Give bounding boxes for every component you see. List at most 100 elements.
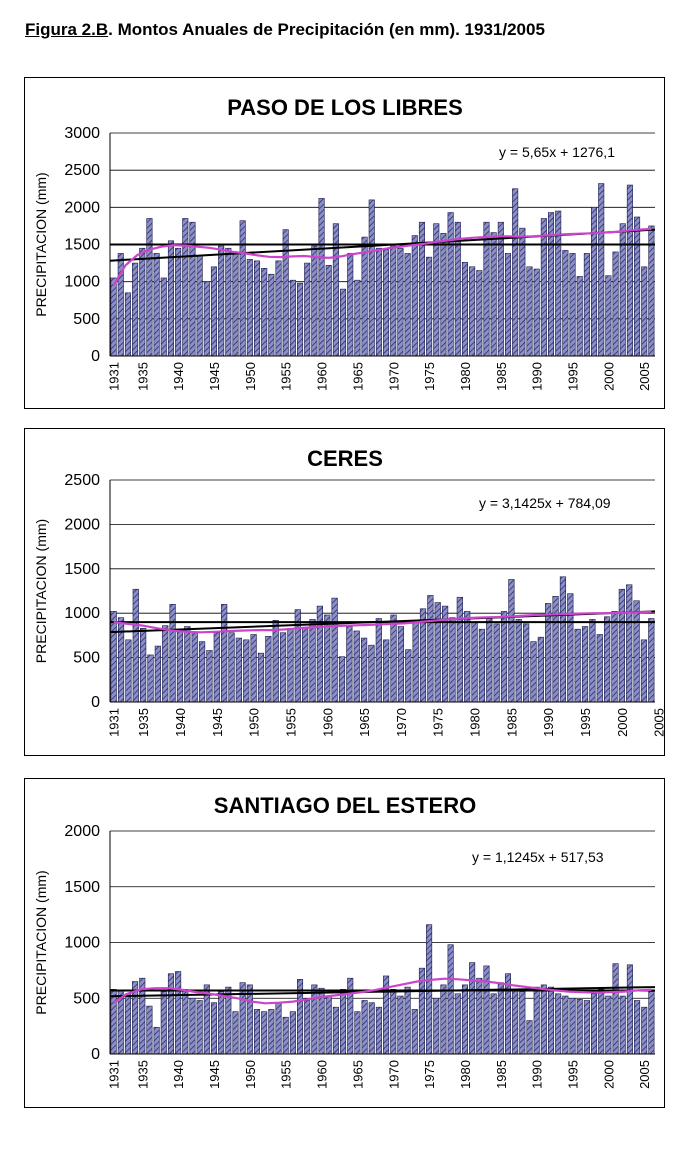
x-tick-label: 1960 [320,708,335,737]
y-tick-label: 2000 [64,516,100,533]
bar-1943 [196,1000,203,1055]
moving-average-line [112,227,652,286]
x-tick-label: 2005 [637,362,652,391]
x-tick-label: 1955 [283,708,298,737]
x-tick-label: 1931 [107,708,122,737]
x-tick-label: 1950 [243,362,258,391]
x-tick-label: 1955 [279,362,294,391]
bar-1940 [176,628,184,703]
chart-panel-paso-de-los-libres: PASO DE LOS LIBRES 0 500 1000 1500 2000 2500 30… [24,77,665,409]
bar-1966 [368,644,375,703]
bar-1935 [140,627,147,703]
y-tick-label: 1500 [64,561,100,578]
x-tick-label: 1990 [530,1060,545,1089]
bar-1938 [160,277,167,357]
x-tick-label: 2000 [615,708,630,737]
bar-1974 [427,595,434,703]
bar-1932 [117,617,125,703]
bar-1969 [383,249,390,357]
bar-1967 [368,1002,375,1055]
chart-santiago-del-estero: SANTIAGO DEL ESTERO 0 500 1000 1500 2000 PRECI… [33,793,656,1089]
x-tick-label: 1945 [210,708,225,737]
bar-1971 [397,247,404,357]
bar-1981 [478,628,486,703]
moving-average-line [113,610,652,634]
bar-1981 [469,266,476,357]
bar-1958 [309,619,316,703]
x-tick-label: 1955 [279,1060,294,1089]
bar-1933 [124,993,131,1055]
bar-1979 [464,611,471,703]
bar-1942 [189,997,196,1055]
bar-1997 [583,1000,590,1055]
bar-1963 [340,989,347,1055]
bar-1958 [304,262,311,357]
x-tick-label: 1965 [350,1060,365,1089]
bar-1968 [383,639,390,703]
bar-1979 [454,993,461,1055]
bar-1989 [526,266,533,357]
bar-1937 [153,253,160,357]
bar-1963 [346,626,353,703]
x-tick-label: 1990 [541,708,556,737]
bar-1945 [213,632,220,703]
x-tick-label: 1931 [107,362,122,391]
bar-1983 [483,965,490,1055]
chart-title: CERES [307,446,383,471]
moving-average-line [113,977,652,1005]
bar-1968 [375,247,382,357]
chart-ceres: CERES 0 500 1000 1500 2000 2500 PRECIPITACION (… [33,446,666,737]
bar-2002 [633,600,640,703]
bar-1964 [353,630,360,703]
y-axis-label: PRECIPITACION (mm) [33,519,49,663]
bar-1952 [261,1011,268,1055]
x-tick-label: 1945 [207,1060,222,1089]
x-tick-label: 2000 [601,1060,616,1089]
bar-1977 [449,617,456,703]
bar-1966 [361,236,368,357]
bar-1936 [146,1005,153,1055]
bar-1959 [311,245,318,357]
bar-1995 [581,626,589,703]
bar-1996 [589,619,596,703]
chart-paso-de-los-libres: PASO DE LOS LIBRES 0 500 1000 1500 2000 2500 30… [33,95,656,391]
bar-2003 [640,639,648,703]
bar-1975 [434,602,441,703]
bar-1946 [221,604,228,703]
bar-1946 [218,245,225,357]
chart-panel-ceres: CERES 0 500 1000 1500 2000 2500 PRECIPITACION (… [24,428,666,756]
bar-1978 [447,944,454,1055]
bar-1994 [562,995,569,1055]
y-tick-label: 1000 [64,274,100,291]
bar-1970 [390,989,397,1055]
bar-1958 [304,1000,311,1055]
bar-1963 [340,288,347,357]
bar-1956 [289,1011,296,1055]
bar-1975 [426,924,433,1055]
bar-1954 [275,260,282,357]
x-tick-label: 1985 [494,362,509,391]
bar-1973 [411,235,418,357]
bar-1981 [469,962,476,1055]
bar-1996 [576,276,583,357]
bar-1957 [297,282,304,357]
x-tick-label: 1935 [135,362,150,391]
x-tick-label: 1985 [504,708,519,737]
bar-1945 [210,1002,218,1055]
x-tick-label: 1995 [566,362,581,391]
chart-title: PASO DE LOS LIBRES [227,95,463,120]
x-tick-label: 1935 [135,1060,150,1089]
bar-1991 [552,596,559,703]
y-tick-label: 500 [73,311,100,328]
y-tick-label: 1000 [64,935,100,952]
bar-1956 [294,609,301,703]
trend-equation: y = 5,65x + 1276,1 [499,144,615,160]
y-tick-label: 2500 [64,472,100,489]
bar-1942 [191,632,198,703]
bar-1985 [497,982,504,1055]
bar-1933 [125,639,132,703]
bar-1959 [316,605,323,703]
bar-1949 [243,639,250,703]
bar-1993 [555,993,562,1055]
bar-1948 [232,1011,239,1055]
